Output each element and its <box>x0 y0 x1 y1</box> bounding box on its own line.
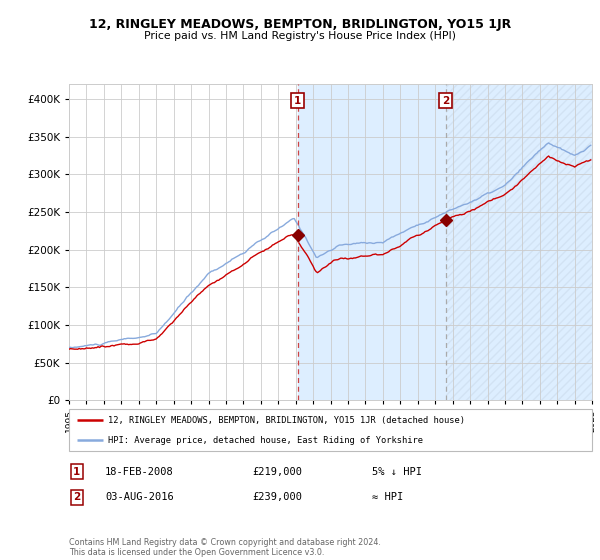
Text: £219,000: £219,000 <box>252 466 302 477</box>
Bar <box>298 84 592 400</box>
Text: 2: 2 <box>73 492 80 502</box>
Bar <box>446 84 592 400</box>
Text: 2: 2 <box>442 96 449 106</box>
Text: 1: 1 <box>294 96 301 106</box>
Text: 1: 1 <box>73 466 80 477</box>
Text: 03-AUG-2016: 03-AUG-2016 <box>105 492 174 502</box>
Text: £239,000: £239,000 <box>252 492 302 502</box>
Text: 12, RINGLEY MEADOWS, BEMPTON, BRIDLINGTON, YO15 1JR: 12, RINGLEY MEADOWS, BEMPTON, BRIDLINGTO… <box>89 18 511 31</box>
FancyBboxPatch shape <box>69 409 592 451</box>
Text: ≈ HPI: ≈ HPI <box>372 492 403 502</box>
Text: Contains HM Land Registry data © Crown copyright and database right 2024.
This d: Contains HM Land Registry data © Crown c… <box>69 538 381 557</box>
Text: Price paid vs. HM Land Registry's House Price Index (HPI): Price paid vs. HM Land Registry's House … <box>144 31 456 41</box>
Text: 18-FEB-2008: 18-FEB-2008 <box>105 466 174 477</box>
Text: 12, RINGLEY MEADOWS, BEMPTON, BRIDLINGTON, YO15 1JR (detached house): 12, RINGLEY MEADOWS, BEMPTON, BRIDLINGTO… <box>108 416 465 424</box>
Text: HPI: Average price, detached house, East Riding of Yorkshire: HPI: Average price, detached house, East… <box>108 436 423 445</box>
Text: 5% ↓ HPI: 5% ↓ HPI <box>372 466 422 477</box>
